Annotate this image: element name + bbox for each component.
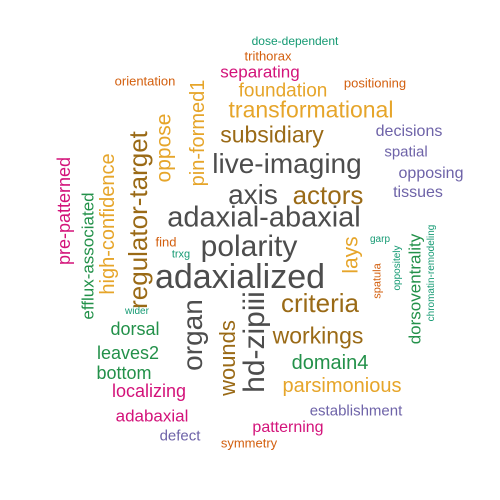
word-oppose: oppose [152, 113, 176, 183]
word-high-confidence: high-confidence [97, 153, 119, 295]
word-parsimonious: parsimonious [282, 375, 402, 397]
word-workings: workings [272, 322, 364, 349]
word-pre-patterned: pre-patterned [54, 156, 74, 266]
word-oppositely: oppositely [392, 245, 403, 291]
word-subsidiary: subsidiary [220, 121, 324, 148]
word-spatial: spatial [384, 143, 428, 161]
word-foundation: foundation [238, 80, 328, 102]
word-symmetry: symmetry [220, 435, 278, 451]
word-establishment: establishment [309, 402, 403, 420]
word-trithorax: trithorax [244, 48, 292, 64]
word-orientation: orientation [114, 73, 176, 89]
word-opposing: opposing [398, 165, 464, 182]
word-separating: separating [220, 62, 300, 82]
word-patterning: patterning [252, 419, 324, 436]
word-pin-formed1: pin-formed1 [187, 79, 209, 187]
word-domain4: domain4 [291, 352, 369, 374]
word-dorsoventrality: dorsoventrality [405, 233, 425, 345]
word-trxg: trxg [171, 248, 191, 261]
word-decisions: decisions [375, 123, 443, 140]
word-polarity: polarity [200, 230, 298, 263]
word-garp: garp [369, 234, 391, 245]
word-actors: actors [292, 180, 364, 210]
word-find: find [155, 234, 177, 250]
word-axis: axis [228, 179, 278, 210]
word-tissues: tissues [393, 184, 443, 201]
word-organ: organ [177, 299, 208, 371]
word-lays: lays [339, 236, 363, 274]
word-localizing: localizing [111, 381, 187, 401]
word-criteria: criteria [280, 288, 360, 318]
word-wounds: wounds [215, 320, 240, 396]
word-spatula: spatula [371, 263, 384, 299]
word-leaves2: leaves2 [96, 343, 160, 363]
word-defect: defect [159, 427, 201, 445]
word-efflux-associated: efflux-associated [78, 192, 98, 320]
word-bottom: bottom [96, 363, 152, 383]
word-adaxial-abaxial: adaxial-abaxial [167, 201, 361, 234]
word-regulator-target: regulator-target [123, 131, 153, 309]
word-chromatin-remodeling: chromatin-remodeling [426, 224, 437, 322]
word-hd-zipiii: hd-zipiii [238, 291, 271, 393]
word-adaxialized: adaxialized [154, 258, 326, 296]
word-dorsal: dorsal [110, 319, 160, 339]
word-live-imaging: live-imaging [212, 148, 362, 179]
word-adabaxial: adabaxial [115, 406, 189, 426]
word-wider: wider [125, 306, 149, 317]
word-transformational: transformational [228, 96, 394, 123]
word-positioning: positioning [343, 75, 407, 91]
word-dose-dependent: dose-dependent [251, 34, 339, 48]
